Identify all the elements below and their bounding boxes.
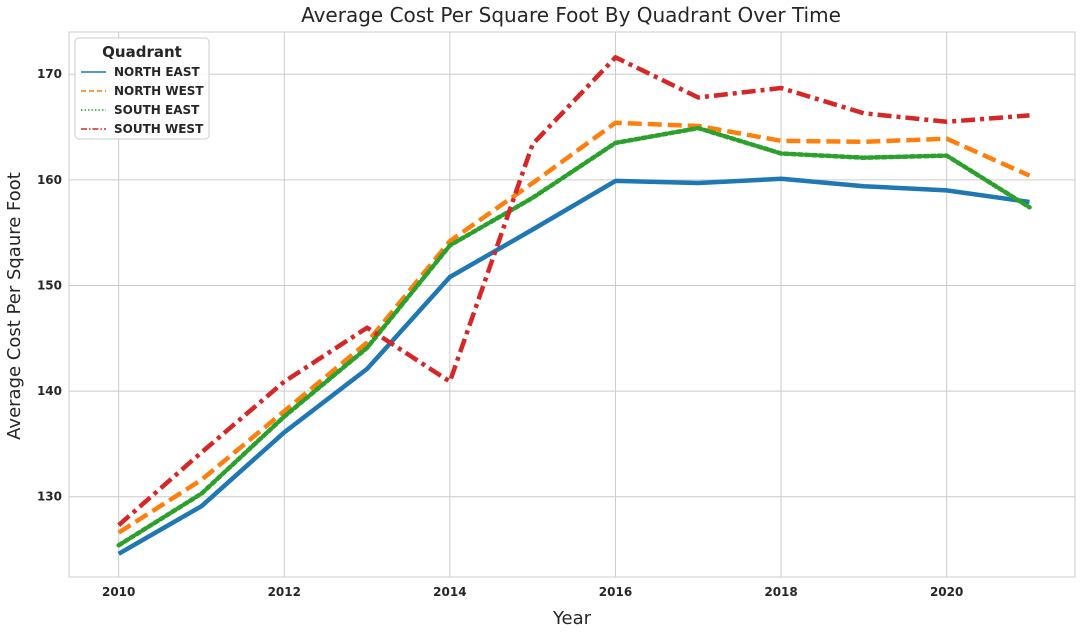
y-tick-label: 150 — [37, 278, 62, 292]
legend-label-south-east: SOUTH EAST — [114, 103, 200, 117]
x-tick-labels: 2010 2012 2014 2016 2018 2020 — [102, 585, 963, 599]
y-tick-labels: 130 140 150 160 170 — [37, 67, 62, 503]
series-line-north-west — [117, 120, 1031, 535]
legend: Quadrant NORTH EAST NORTH WEST SOUTH EAST S… — [74, 37, 210, 140]
x-tick-label: 2012 — [268, 585, 301, 599]
y-tick-label: 170 — [37, 67, 62, 81]
legend-box — [74, 37, 210, 140]
y-tick-label: 130 — [37, 490, 62, 504]
plot-area — [68, 31, 1076, 578]
y-tick-label: 140 — [37, 384, 62, 398]
series-line-south-east — [116, 125, 1032, 548]
legend-label-north-west: NORTH WEST — [114, 84, 204, 98]
legend-items: NORTH EAST NORTH WEST SOUTH EAST SOUTH WEST — [81, 65, 204, 136]
legend-label-north-east: NORTH EAST — [114, 65, 200, 79]
series-line-north-east — [117, 176, 1030, 556]
series-line-south-west — [117, 55, 1030, 527]
y-tick-label: 160 — [37, 173, 62, 187]
x-tick-label: 2014 — [433, 585, 466, 599]
legend-title: Quadrant — [102, 43, 182, 61]
x-tick-label: 2018 — [764, 585, 797, 599]
series-lines — [116, 55, 1032, 556]
chart-title: Average Cost Per Square Foot By Quadrant… — [301, 3, 841, 27]
x-tick-label: 2016 — [599, 585, 632, 599]
legend-label-south-west: SOUTH WEST — [114, 122, 204, 136]
y-axis-title: Average Cost Per Sqaure Foot — [4, 172, 25, 440]
x-tick-label: 2010 — [102, 585, 135, 599]
x-axis-title: Year — [552, 608, 592, 629]
x-tick-label: 2020 — [930, 585, 963, 599]
